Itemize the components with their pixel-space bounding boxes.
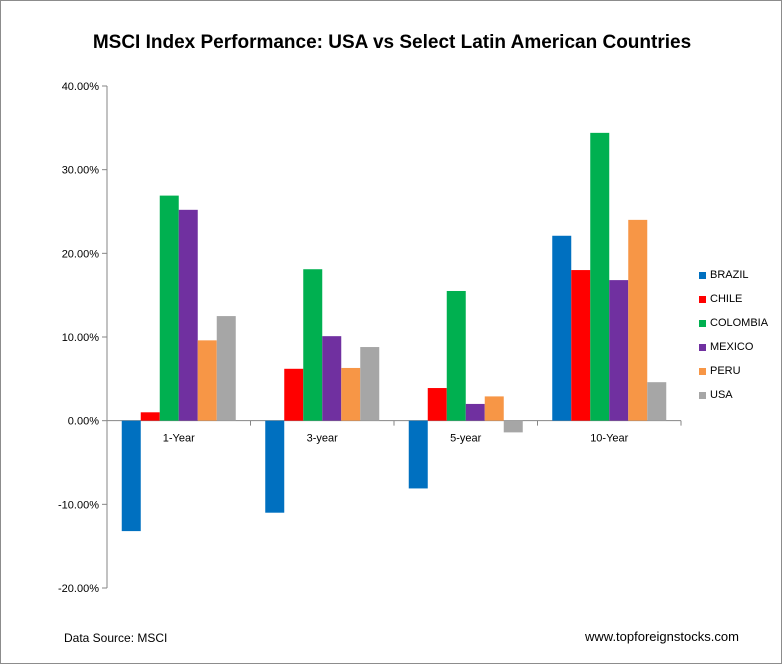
bar-peru-3-year bbox=[341, 367, 361, 421]
bar-chile-3-year bbox=[284, 368, 304, 421]
bar-mexico-5-year bbox=[465, 403, 485, 421]
legend-label: MEXICO bbox=[710, 341, 754, 353]
bar-brazil-10-year bbox=[552, 235, 572, 421]
bar-usa-1-year bbox=[216, 316, 236, 421]
bar-colombia-10-year bbox=[590, 132, 610, 421]
y-tick-label: 0.00% bbox=[68, 416, 99, 428]
x-tick-label: 5-year bbox=[450, 433, 482, 445]
y-tick-label: 10.00% bbox=[62, 332, 100, 344]
bar-colombia-5-year bbox=[446, 290, 466, 421]
legend-label: PERU bbox=[710, 365, 741, 377]
legend-item-colombia: COLOMBIA bbox=[699, 311, 768, 335]
bar-colombia-1-year bbox=[159, 195, 179, 421]
chart-title: MSCI Index Performance: USA vs Select La… bbox=[92, 32, 692, 53]
legend-label: BRAZIL bbox=[710, 269, 749, 281]
y-tick-label: -10.00% bbox=[58, 499, 99, 511]
bar-mexico-10-year bbox=[609, 280, 629, 421]
legend-item-peru: PERU bbox=[699, 359, 768, 383]
bar-mexico-1-year bbox=[178, 209, 198, 421]
x-tick-label: 1-Year bbox=[163, 433, 195, 445]
bar-brazil-5-year bbox=[408, 420, 428, 489]
y-tick-label: 30.00% bbox=[62, 165, 100, 177]
bar-mexico-3-year bbox=[322, 336, 342, 421]
legend-swatch bbox=[699, 391, 706, 399]
axis-labels: 40.00% 30.00% 20.00% 10.00% 0.00% -10.00% -20.… bbox=[58, 81, 629, 595]
legend-item-brazil: BRAZIL bbox=[699, 263, 768, 287]
bar-usa-5-year bbox=[503, 420, 523, 433]
bar-colombia-3-year bbox=[303, 269, 323, 421]
legend-swatch bbox=[699, 319, 706, 327]
bar-chile-5-year bbox=[427, 388, 447, 421]
bar-brazil-3-year bbox=[265, 420, 285, 513]
legend-label: USA bbox=[710, 389, 733, 401]
bar-brazil-1-year bbox=[121, 420, 141, 532]
bar-chile-1-year bbox=[140, 412, 160, 421]
legend-item-mexico: MEXICO bbox=[699, 335, 768, 359]
x-tick-label: 3-year bbox=[307, 433, 339, 445]
legend: BRAZIL CHILE COLOMBIA MEXICO PERU USA bbox=[699, 263, 768, 407]
legend-swatch bbox=[699, 295, 706, 303]
data-source-note: Data Source: MSCI bbox=[64, 631, 168, 645]
x-tick-label: 10-Year bbox=[590, 433, 628, 445]
bar-peru-10-year bbox=[628, 219, 648, 421]
y-tick-label: 20.00% bbox=[62, 248, 100, 260]
legend-item-chile: CHILE bbox=[699, 287, 768, 311]
bar-usa-3-year bbox=[360, 347, 380, 421]
bar-chile-10-year bbox=[571, 270, 591, 421]
legend-label: CHILE bbox=[710, 293, 743, 305]
bar-usa-10-year bbox=[647, 382, 667, 421]
legend-swatch bbox=[699, 367, 706, 375]
bar-peru-5-year bbox=[484, 396, 504, 421]
website-credit: www.topforeignstocks.com bbox=[585, 629, 739, 644]
legend-label: COLOMBIA bbox=[710, 317, 769, 329]
bars bbox=[121, 132, 667, 532]
y-tick-label: 40.00% bbox=[62, 81, 100, 93]
bar-peru-1-year bbox=[197, 340, 217, 421]
y-tick-label: -20.00% bbox=[58, 583, 99, 595]
legend-item-usa: USA bbox=[699, 383, 768, 407]
legend-swatch bbox=[699, 271, 706, 279]
legend-swatch bbox=[699, 343, 706, 351]
